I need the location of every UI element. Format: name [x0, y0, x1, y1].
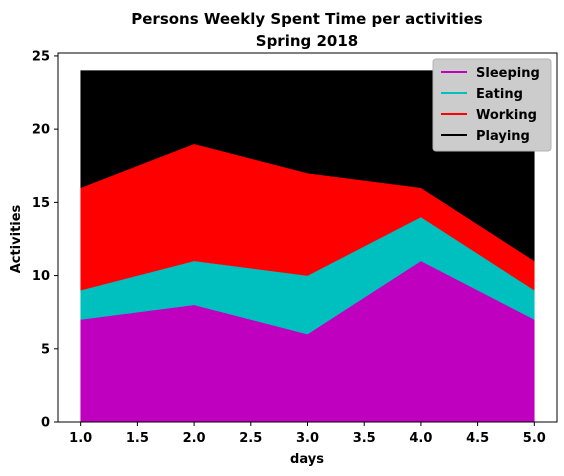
legend: Sleeping Eating Working Playing [432, 58, 552, 152]
legend-label-sleeping: Sleeping [476, 66, 540, 81]
legend-box [432, 58, 552, 152]
y-tick-label: 20 [32, 123, 50, 138]
y-tick-label: 0 [41, 416, 50, 431]
y-tick-label: 15 [32, 196, 50, 211]
plot-area [80, 70, 535, 423]
y-axis-label: Activities [9, 204, 24, 273]
legend-label-eating: Eating [476, 87, 523, 102]
y-tick-label: 5 [41, 342, 50, 357]
y-axis: 0 5 10 15 20 25 [32, 49, 58, 431]
legend-label-playing: Playing [476, 129, 530, 144]
area-playing [80, 70, 535, 262]
x-tick-label: 3.0 [296, 431, 319, 446]
x-tick-label: 2.5 [239, 431, 262, 446]
y-tick-label: 25 [32, 49, 50, 64]
y-tick-label: 10 [32, 269, 50, 284]
x-tick-label: 1.5 [126, 431, 149, 446]
x-tick-label: 2.0 [183, 431, 206, 446]
x-axis-label: days [290, 452, 324, 467]
x-tick-label: 1.0 [69, 431, 92, 446]
x-tick-label: 5.0 [523, 431, 546, 446]
x-tick-label: 4.0 [409, 431, 432, 446]
x-axis: 1.0 1.5 2.0 2.5 3.0 3.5 4.0 4.5 5.0 [69, 422, 546, 446]
x-tick-label: 3.5 [353, 431, 376, 446]
legend-label-working: Working [476, 108, 537, 123]
chart-subtitle: Spring 2018 [256, 32, 358, 50]
x-tick-label: 4.5 [466, 431, 489, 446]
chart-title: Persons Weekly Spent Time per activities [131, 10, 483, 28]
